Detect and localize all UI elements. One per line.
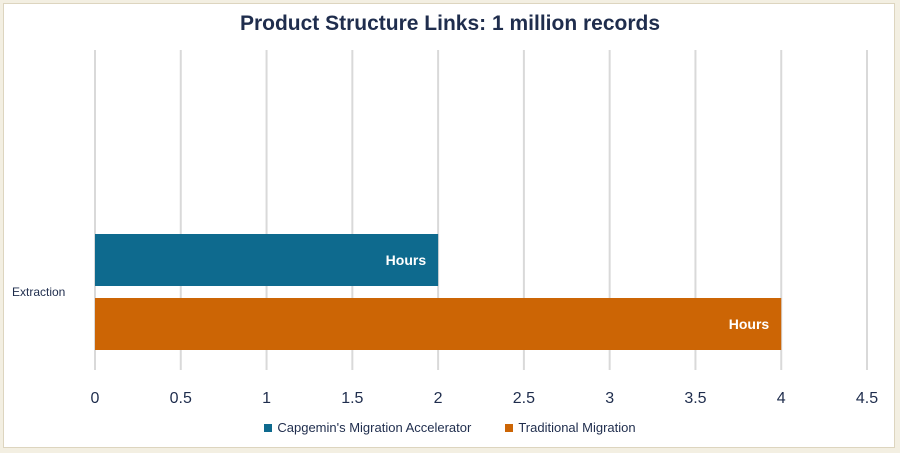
legend-label-accelerator: Capgemin's Migration Accelerator xyxy=(277,420,472,435)
legend-item-traditional: Traditional Migration xyxy=(505,420,636,435)
chart-frame xyxy=(3,3,895,448)
x-tick-label: 1 xyxy=(262,390,271,407)
legend-swatch-traditional xyxy=(505,423,514,432)
bar-traditional xyxy=(95,298,782,350)
bar-accelerator xyxy=(95,234,439,286)
legend-label-traditional: Traditional Migration xyxy=(518,420,636,435)
x-tick-label: 1.5 xyxy=(341,390,363,407)
x-tick-label: 2 xyxy=(434,390,443,407)
chart-legend: Capgemin's Migration Accelerator Traditi… xyxy=(0,420,900,435)
bar-data-label: Hours xyxy=(386,252,427,268)
bar-data-label: Hours xyxy=(729,316,770,332)
x-tick-label: 3 xyxy=(605,390,614,407)
x-tick-label: 0.5 xyxy=(170,390,192,407)
legend-swatch-accelerator xyxy=(264,423,273,432)
chart-title: Product Structure Links: 1 million recor… xyxy=(239,12,661,35)
legend-item-accelerator: Capgemin's Migration Accelerator xyxy=(264,420,471,435)
y-category-label: Extraction xyxy=(12,285,65,299)
x-tick-label: 2.5 xyxy=(513,390,535,407)
x-tick-label: 3.5 xyxy=(684,390,706,407)
x-tick-label: 4.5 xyxy=(856,390,878,407)
x-tick-label: 4 xyxy=(777,390,786,407)
x-tick-label: 0 xyxy=(91,390,100,407)
